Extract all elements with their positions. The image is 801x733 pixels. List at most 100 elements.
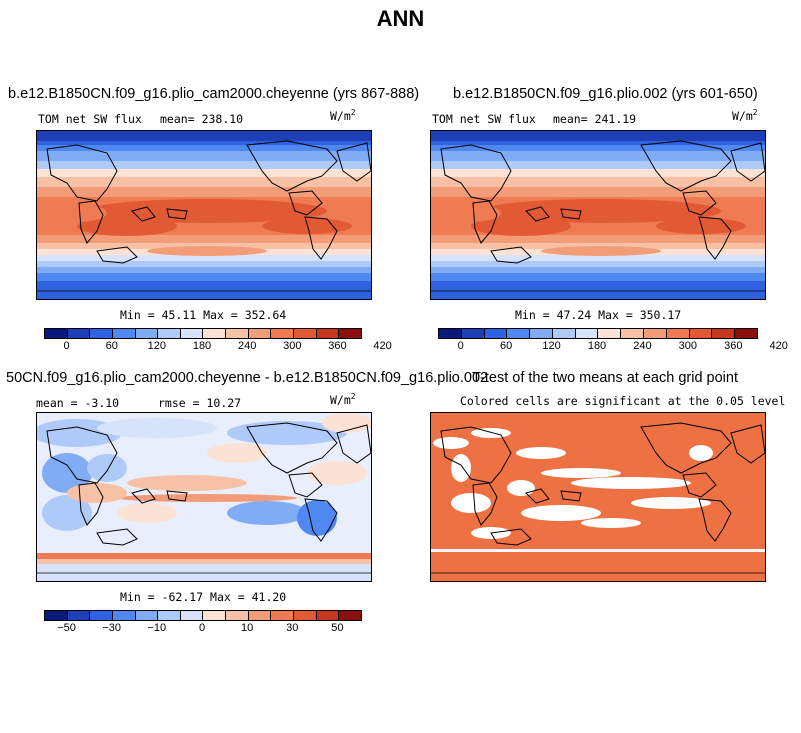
lat-band <box>431 141 765 145</box>
lat-band <box>37 141 371 145</box>
panel-tr-variable: TOM net SW flux <box>432 112 536 126</box>
colorbar-swatch <box>294 611 317 620</box>
colorbar-tick-label: 180 <box>192 340 212 352</box>
field-blob <box>656 218 746 234</box>
field-blob <box>117 494 297 502</box>
colorbar-tr <box>438 328 758 339</box>
diff-field-bl <box>37 413 371 581</box>
panel-bl-minmax: Min = -62.17 Max = 41.20 <box>120 590 287 604</box>
colorbar-tick-label: 420 <box>769 340 788 352</box>
field-blob <box>262 218 352 234</box>
lat-band <box>431 169 765 177</box>
lat-band <box>37 243 371 249</box>
coastline <box>490 246 532 264</box>
coastline <box>682 190 717 216</box>
coastline <box>96 246 138 264</box>
colorbar-swatch <box>461 329 485 338</box>
field-blob <box>97 418 217 438</box>
coastline <box>730 424 765 464</box>
colorbar-swatch <box>226 611 249 620</box>
panel-tr-units: W/m2 <box>732 108 758 123</box>
colorbar-swatch <box>598 329 622 338</box>
field-blob <box>227 501 307 525</box>
colorbar-tick-label: 30 <box>286 622 299 634</box>
non-significant-area <box>433 437 469 449</box>
panel-tl-minmax: Min = 45.11 Max = 352.64 <box>120 308 287 322</box>
non-significant-area <box>451 454 471 482</box>
panel-br-title: T-test of the two means at each grid poi… <box>472 370 738 386</box>
figure-title: ANN <box>376 6 425 31</box>
coastline <box>288 472 323 498</box>
field-blob <box>117 503 177 523</box>
colorbar-tick-label: 360 <box>724 340 743 352</box>
field-blob <box>307 461 367 485</box>
coastline <box>640 140 732 192</box>
coastline <box>46 426 118 484</box>
lat-band <box>431 235 765 243</box>
colorbar-tick-label: 180 <box>587 340 607 352</box>
ttest-field-br <box>431 413 765 581</box>
non-significant-area <box>571 477 691 489</box>
colorbar-swatch <box>90 329 113 338</box>
lat-band <box>37 255 371 261</box>
coastline <box>246 140 338 192</box>
coastline <box>640 422 732 474</box>
colorbar-swatch <box>158 611 181 620</box>
colorbar-swatch <box>530 329 553 338</box>
lat-band <box>37 161 371 169</box>
lat-band <box>37 151 371 161</box>
non-significant-area <box>471 428 511 438</box>
coastline <box>336 424 371 464</box>
panel-bl-rmse: rmse = 10.27 <box>158 396 242 410</box>
colorbar-swatch <box>316 329 340 338</box>
lat-band <box>431 281 765 299</box>
colorbar-swatch <box>575 329 599 338</box>
coastline <box>525 488 550 504</box>
field-blob <box>322 413 371 433</box>
coastline <box>46 144 118 202</box>
colorbar-bl <box>44 610 362 621</box>
lat-band <box>37 564 371 581</box>
colorbar-tick-label: −30 <box>102 622 122 634</box>
colorbar-tick-label: −50 <box>57 622 76 634</box>
lat-band <box>37 145 371 151</box>
colorbar-swatch <box>90 611 113 620</box>
colorbar-swatch <box>666 329 690 338</box>
coastline <box>472 482 498 526</box>
lat-band <box>431 161 765 169</box>
colorbar-tick-label: 60 <box>500 340 513 352</box>
colorbar-swatch <box>45 329 68 338</box>
lat-band <box>37 187 371 197</box>
field-blob <box>207 443 267 463</box>
panel-bl-units: W/m2 <box>330 392 356 407</box>
coastline <box>131 488 156 504</box>
colorbar-swatch <box>135 611 159 620</box>
coastline <box>96 528 138 546</box>
colorbar-swatch <box>67 329 91 338</box>
colorbar-tick-label: 300 <box>283 340 302 352</box>
colorbar-swatch <box>552 329 576 338</box>
panel-br-subtitle: Colored cells are significant at the 0.0… <box>460 394 786 408</box>
coastline <box>131 206 156 222</box>
non-significant-area <box>689 445 713 461</box>
map-tl <box>36 130 372 300</box>
sw-field-tl <box>37 131 371 299</box>
colorbar-tick-label: 50 <box>331 622 344 634</box>
coastline <box>304 216 338 260</box>
panel-bl-title: 50CN.f09_g16.plio_cam2000.cheyenne - b.e… <box>6 370 489 386</box>
colorbar-swatch <box>203 329 227 338</box>
non-significant-area <box>541 468 621 478</box>
colorbar-tick-label: 120 <box>542 340 561 352</box>
field-blob <box>42 453 92 493</box>
colorbar-swatch <box>339 611 361 620</box>
coastline <box>730 142 765 182</box>
panel-tr-mean: mean= 241.19 <box>553 112 637 126</box>
colorbar-tick-label: 300 <box>678 340 698 352</box>
non-significant-area <box>581 518 641 528</box>
colorbar-swatch <box>248 611 272 620</box>
colorbar-swatch <box>248 329 272 338</box>
colorbar-swatch <box>203 611 227 620</box>
colorbar-swatch <box>644 329 667 338</box>
lat-band <box>37 559 371 564</box>
coastline <box>490 528 532 546</box>
